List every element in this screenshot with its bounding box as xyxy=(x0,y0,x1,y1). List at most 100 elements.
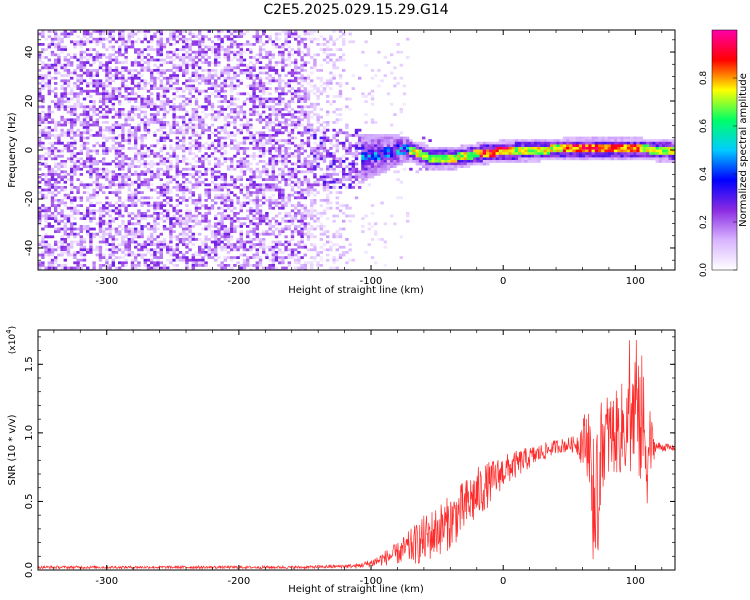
spectrogram-cell xyxy=(207,97,211,101)
spectrogram-cell xyxy=(121,175,125,179)
spectrogram-cell xyxy=(252,136,256,140)
spectrogram-cell xyxy=(303,264,307,267)
spectrogram-cell xyxy=(223,245,227,249)
spectrogram-cell xyxy=(175,105,179,109)
spectrogram-cell xyxy=(114,178,119,181)
spectrogram-cell xyxy=(76,240,80,244)
spectrogram-cell xyxy=(175,243,179,246)
spectrogram-cell xyxy=(50,89,55,93)
spectrogram-cell xyxy=(140,162,144,166)
spectrogram-cell xyxy=(303,45,307,49)
spectrogram-cell xyxy=(95,245,99,249)
spectrogram-cell xyxy=(303,214,307,218)
spectrogram-cell xyxy=(303,113,307,116)
spectrogram-cell xyxy=(265,212,269,215)
spectrogram-cell xyxy=(89,100,93,103)
spectrogram-cell xyxy=(98,32,103,36)
spectrogram-cell xyxy=(284,160,288,163)
spectrogram-cell xyxy=(348,149,352,153)
spectrogram-cell xyxy=(146,186,151,189)
spectrogram-cell xyxy=(242,201,247,205)
spectrogram-cell xyxy=(322,126,327,129)
spectrogram-cell xyxy=(47,261,51,265)
spectrogram-cell xyxy=(207,219,211,223)
spectrogram-cell xyxy=(278,102,282,106)
spectrogram-cell xyxy=(54,219,58,223)
spectrogram-cell xyxy=(329,180,333,184)
spectrogram-cell xyxy=(258,141,263,145)
spectrogram-cell xyxy=(207,30,211,33)
spectrogram-cell xyxy=(294,183,298,187)
spectrogram-cell xyxy=(214,71,218,75)
spectrogram-cell xyxy=(194,102,199,106)
spectrogram-cell xyxy=(194,139,199,142)
spectrogram-cell xyxy=(342,183,346,187)
spectrogram-cell xyxy=(316,89,320,93)
spectrogram-cell xyxy=(310,199,314,202)
spectrogram-cell xyxy=(172,209,176,213)
spectrogram-cell xyxy=(278,149,282,153)
spectrogram-cell xyxy=(41,48,45,51)
spectrogram-cell xyxy=(79,66,83,70)
spectrogram-cell xyxy=(246,118,250,122)
spectrogram-cell xyxy=(102,149,106,153)
spectrogram-cell xyxy=(367,141,371,145)
spectrogram-cell xyxy=(345,123,349,127)
spectrogram-cell xyxy=(255,235,259,239)
spectrogram-cell xyxy=(310,79,314,83)
spectrogram-cell xyxy=(322,243,327,246)
spectrogram-cell xyxy=(191,113,195,116)
spectrogram-cell xyxy=(121,69,125,72)
spectrogram-cell xyxy=(57,240,61,244)
spectrogram-cell xyxy=(335,206,339,210)
spectrogram-cell xyxy=(153,201,157,205)
spectrogram-cell xyxy=(297,201,301,205)
spectrogram-cell xyxy=(76,186,80,189)
spectrogram-cell xyxy=(300,76,304,80)
spectrogram-cell xyxy=(182,56,186,59)
spectrogram-cell xyxy=(50,147,55,150)
spectrogram-cell xyxy=(63,144,67,148)
spectrogram-cell xyxy=(76,128,80,132)
spectrogram-cell xyxy=(156,217,160,220)
spectrogram-cell xyxy=(105,196,109,200)
spectrogram-cell xyxy=(281,206,285,210)
spectrogram-cell xyxy=(118,134,122,137)
spectrogram-cell xyxy=(172,92,176,96)
spectrogram-cell xyxy=(156,37,160,41)
spectrogram-cell xyxy=(73,123,77,127)
spectrogram-cell xyxy=(274,160,279,163)
spectrogram-cell xyxy=(214,35,218,38)
spectrogram-cell xyxy=(86,48,90,51)
spectrogram-cell xyxy=(166,170,170,174)
spectrogram-cell xyxy=(146,235,151,239)
spectrogram-cell xyxy=(162,131,167,135)
spectrogram-cell xyxy=(313,167,317,171)
spectrogram-cell xyxy=(108,214,112,218)
spectrogram-cell xyxy=(294,225,298,228)
spectrogram-cell xyxy=(63,238,67,241)
spectrogram-cell xyxy=(134,264,138,267)
spectrogram-cell xyxy=(345,82,349,85)
spectrogram-cell xyxy=(258,71,263,75)
spectrogram-cell xyxy=(303,149,307,153)
spectrogram-cell xyxy=(297,121,301,124)
spectrogram-cell xyxy=(278,82,282,85)
spectrogram-cell xyxy=(271,173,275,176)
spectrogram-cell xyxy=(102,170,106,174)
spectrogram-cell xyxy=(249,110,253,114)
spectrogram-cell xyxy=(361,170,365,174)
spectrogram-cell xyxy=(54,123,58,127)
spectrogram-cell xyxy=(95,180,99,184)
spectrogram-cell xyxy=(54,178,58,181)
spectrogram-cell xyxy=(50,40,55,44)
spectrogram-cell xyxy=(50,248,55,252)
spectrogram-cell xyxy=(233,180,237,184)
spectrogram-cell xyxy=(86,89,90,93)
spectrogram-cell xyxy=(322,157,327,161)
spectrogram-cell xyxy=(137,222,141,226)
spectrogram-cell xyxy=(137,248,141,252)
spectrogram-cell xyxy=(284,235,288,239)
spectrogram-cell xyxy=(159,58,163,62)
spectrogram-cell xyxy=(60,63,64,67)
